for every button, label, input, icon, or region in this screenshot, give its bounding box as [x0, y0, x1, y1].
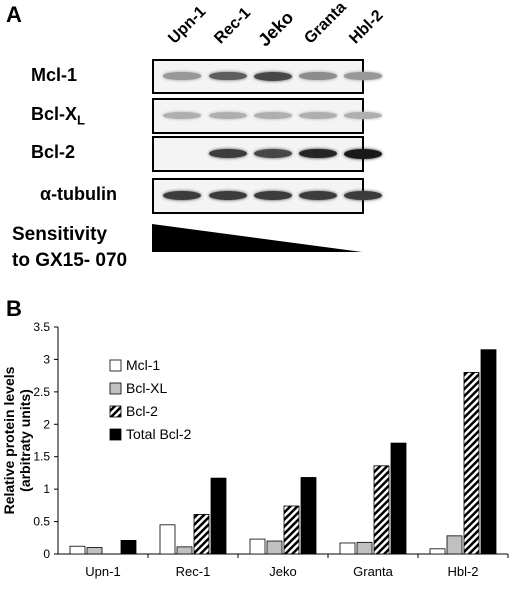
bar-bcl-xl — [356, 541, 373, 555]
bar-total-bcl-2 — [300, 477, 317, 555]
bar-mcl-1 — [159, 524, 176, 555]
lane-label-upn-1: Upn-1 — [165, 3, 210, 48]
row-label-text: Mcl-1 — [31, 65, 78, 85]
bar-bcl-2 — [463, 372, 480, 555]
y-axis-label-line-1: Relative protein levels — [1, 366, 17, 514]
blot-box-3 — [152, 178, 382, 214]
blot-box-0 — [152, 59, 382, 94]
y-tick-label: 0.5 — [33, 515, 50, 529]
bar-bcl-2 — [193, 514, 210, 555]
panel-a-letter: A — [6, 2, 22, 27]
lane-label-rec-1: Rec-1 — [211, 4, 255, 48]
legend-label: Total Bcl-2 — [126, 426, 192, 442]
band — [254, 190, 292, 201]
y-tick-label: 0 — [43, 547, 50, 561]
bar-mcl-1 — [429, 548, 446, 555]
bar-mcl-1 — [249, 538, 266, 555]
bar-mcl-1 — [339, 542, 356, 555]
row-label-subscript: L — [77, 112, 85, 128]
x-tick-label: Hbl-2 — [447, 564, 478, 579]
band — [344, 148, 382, 159]
x-tick-label: Rec-1 — [176, 564, 211, 579]
band — [299, 72, 337, 80]
legend-label: Bcl-2 — [126, 403, 158, 419]
y-tick-label: 1.5 — [33, 450, 50, 464]
band — [209, 71, 247, 81]
legend-swatch — [109, 359, 122, 372]
bar-mcl-1 — [69, 545, 86, 555]
sensitivity-line-1: Sensitivity — [12, 224, 108, 245]
legend-label: Bcl-XL — [126, 380, 167, 396]
y-tick-label: 2 — [43, 417, 50, 431]
legend-label: Mcl-1 — [126, 357, 160, 373]
row-label-text: Bcl-X — [31, 104, 78, 124]
band — [344, 112, 382, 119]
row-label-text: Bcl-2 — [31, 142, 76, 162]
sensitivity-line-2: to GX15- 070 — [12, 250, 128, 271]
band — [254, 71, 292, 81]
row-label-1: Bcl-XL — [31, 104, 85, 128]
lane-label-granta: Granta — [301, 0, 350, 48]
row-label-3: α-tubulin — [40, 184, 117, 205]
band — [163, 112, 201, 119]
bar-bcl-2 — [283, 505, 300, 555]
bar-total-bcl-2 — [480, 349, 497, 555]
lane-label-jeko: Jeko — [254, 7, 298, 51]
bar-bcl-xl — [266, 540, 283, 555]
sensitivity-label: Sensitivity to GX15- 070 — [12, 222, 127, 274]
y-tick-label: 3 — [43, 352, 50, 366]
row-label-2: Bcl-2 — [31, 142, 75, 163]
band — [209, 148, 247, 159]
legend-swatch — [109, 428, 122, 441]
blot-box-1 — [152, 98, 382, 134]
y-axis-label-line-2: (arbitraty units) — [17, 389, 33, 492]
sensitivity-wedge — [152, 224, 362, 252]
row-label-0: Mcl-1 — [31, 65, 77, 86]
blot-box-2 — [152, 136, 382, 172]
band — [209, 190, 247, 201]
y-tick-label: 1 — [43, 482, 50, 496]
band — [209, 112, 247, 119]
bar-total-bcl-2 — [210, 477, 227, 555]
band — [299, 190, 337, 201]
band — [254, 112, 292, 119]
bar-bcl-xl — [176, 546, 193, 555]
bar-total-bcl-2 — [390, 442, 407, 555]
band — [299, 148, 337, 159]
x-tick-label: Jeko — [269, 564, 296, 579]
lane-label-hbl-2: Hbl-2 — [346, 6, 387, 48]
band — [163, 190, 201, 201]
y-tick-label: 3.5 — [33, 320, 50, 334]
band — [299, 112, 337, 119]
x-tick-label: Upn-1 — [85, 564, 120, 579]
bar-total-bcl-2 — [120, 539, 137, 555]
legend-swatch — [109, 405, 122, 418]
sensitivity-wedge-shape — [152, 224, 362, 252]
band — [344, 190, 382, 201]
protein-level-chart: 0 0.5 1 1.5 2 2.5 3 3.5 Upn-1 Rec-1 Jeko Granta Hbl-… — [1, 320, 509, 579]
legend-swatch — [109, 382, 122, 395]
band — [163, 72, 201, 80]
bar-bcl-xl — [446, 535, 463, 555]
panel-b-letter: B — [6, 296, 22, 321]
y-tick-label: 2.5 — [33, 385, 50, 399]
band — [344, 72, 382, 80]
row-label-text: α-tubulin — [40, 184, 118, 204]
band — [254, 149, 292, 158]
x-tick-label: Granta — [353, 564, 394, 579]
bar-bcl-xl — [86, 547, 103, 555]
bar-bcl-2 — [373, 465, 390, 555]
